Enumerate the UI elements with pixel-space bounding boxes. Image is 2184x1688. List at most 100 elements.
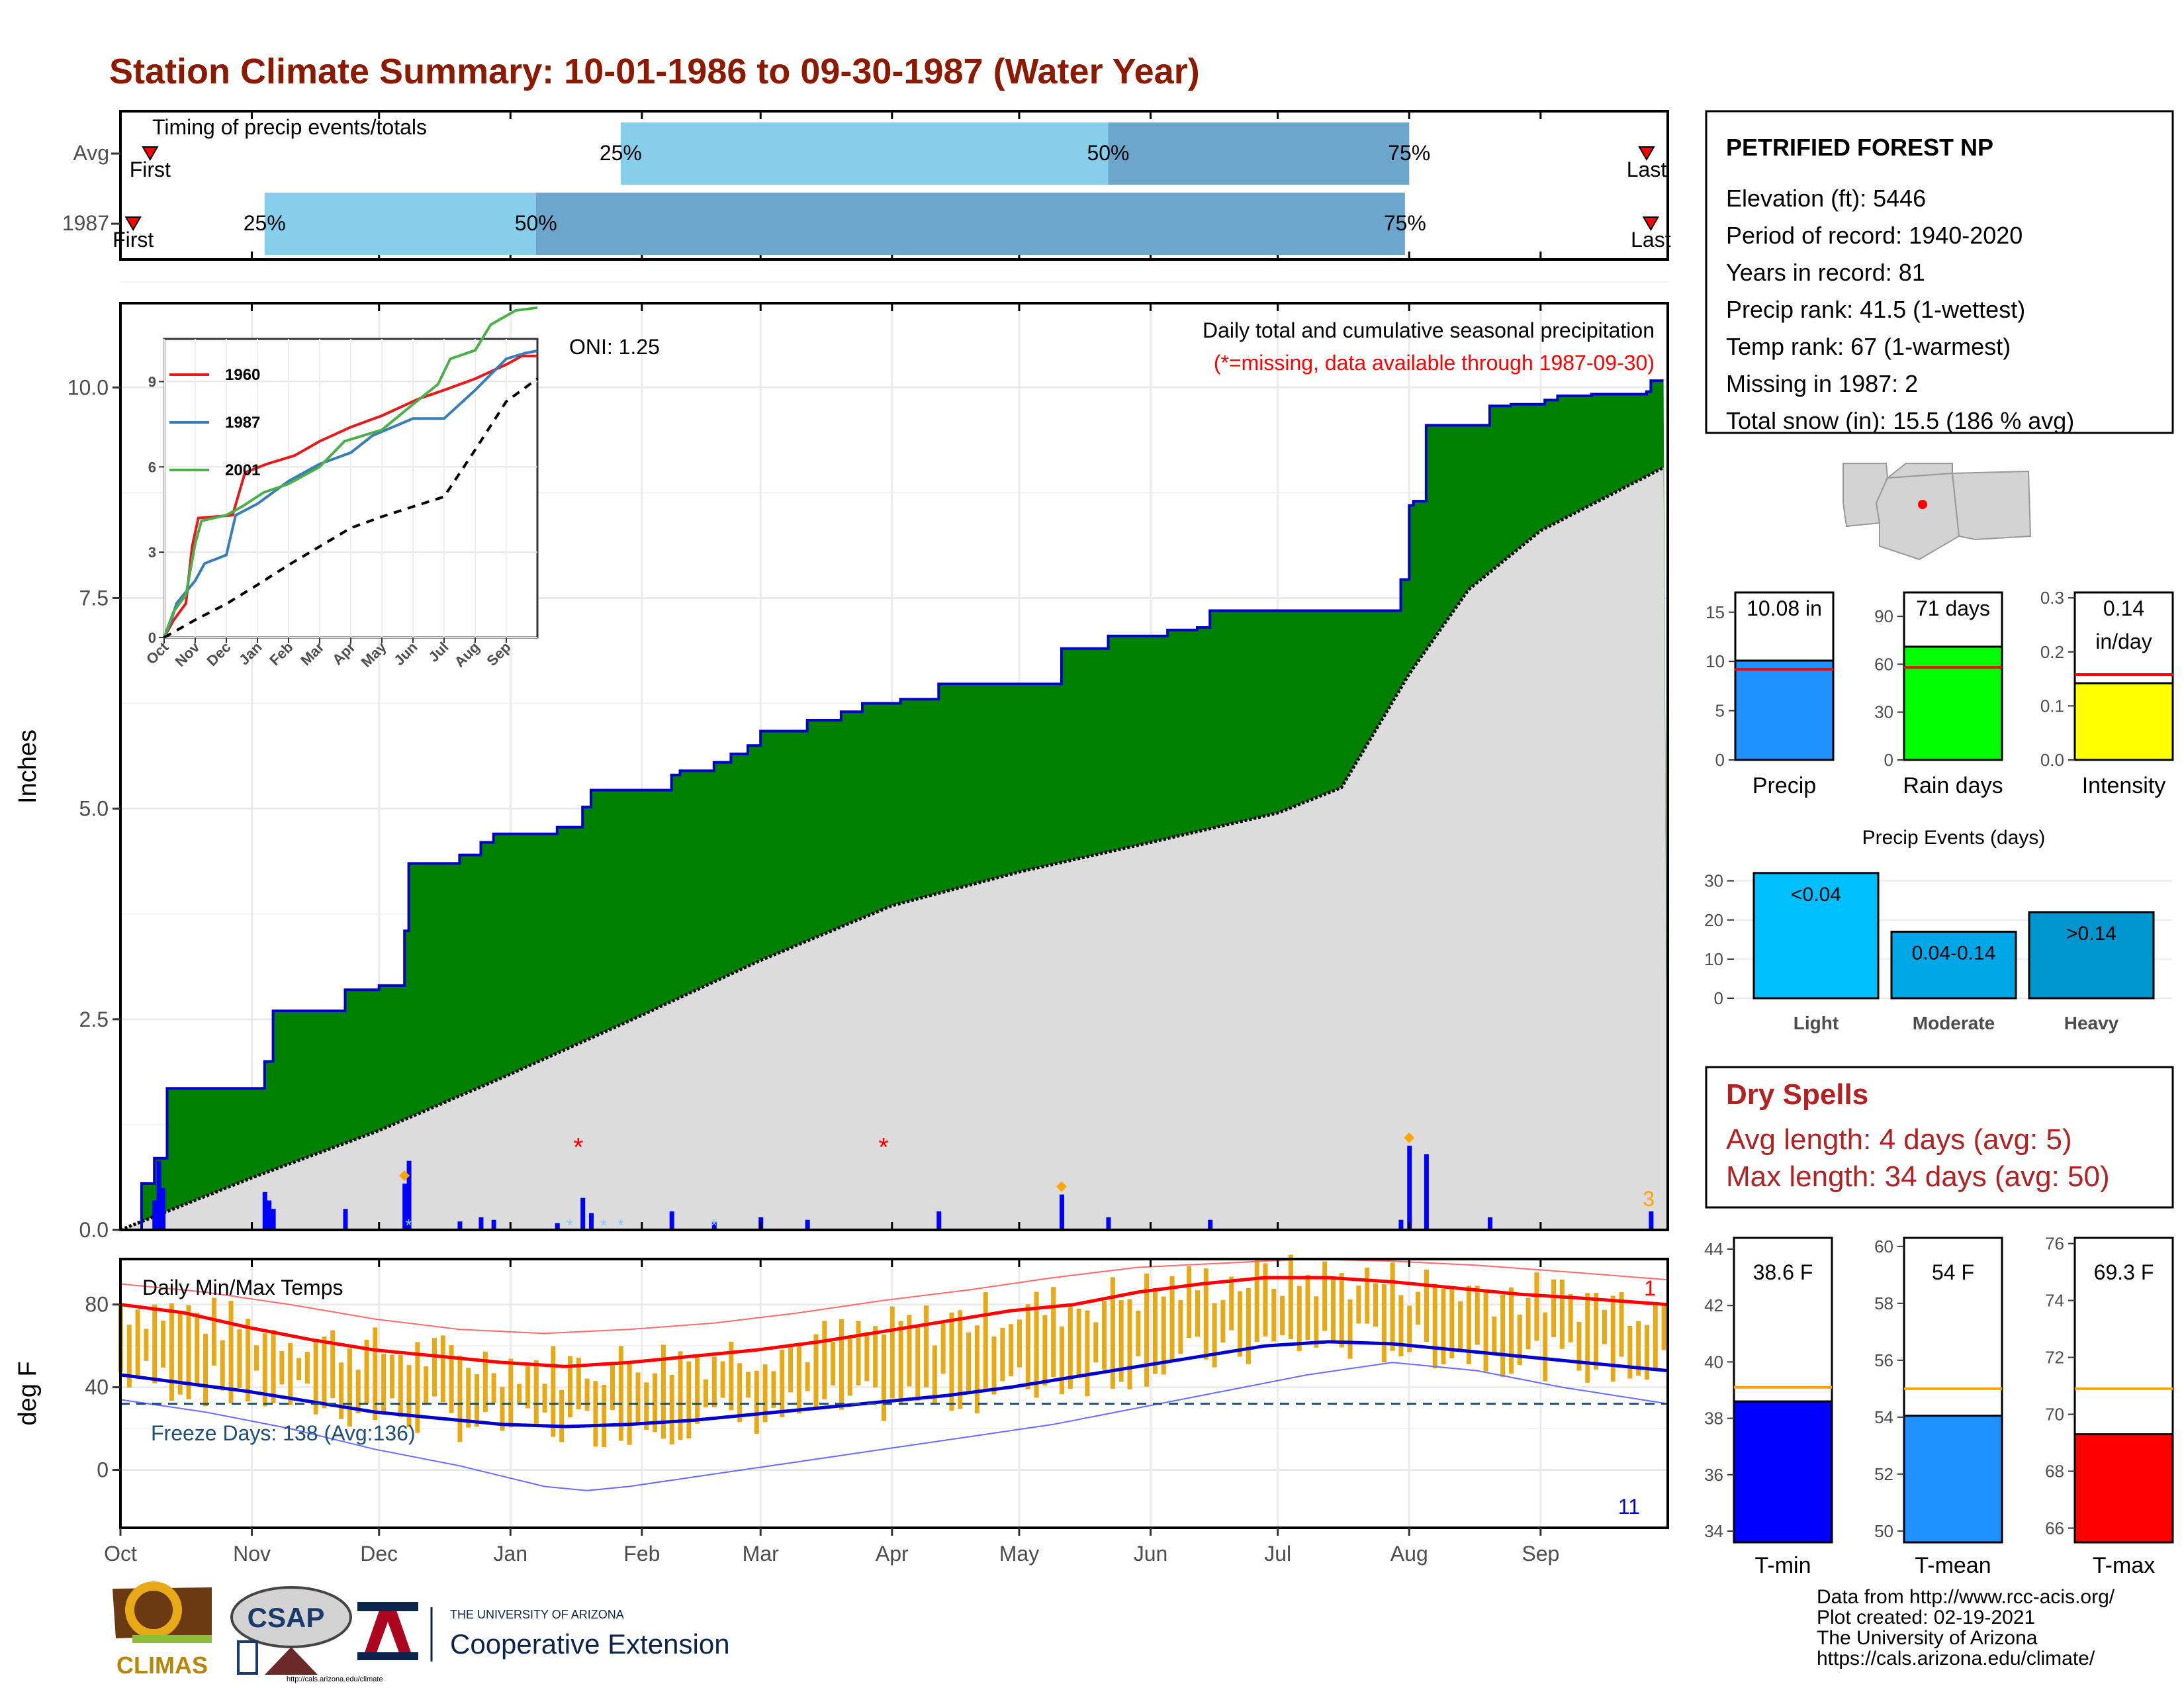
daily-temp-bar bbox=[958, 1310, 963, 1409]
timing-label: Timing of precip events/totals bbox=[152, 115, 427, 139]
daily-temp-bar bbox=[1152, 1288, 1158, 1374]
daily-temp-bar bbox=[1543, 1312, 1548, 1382]
daily-temp-bar bbox=[1068, 1305, 1073, 1389]
daily-temp-bar bbox=[576, 1358, 581, 1409]
temp-bar-ytick-label: 50 bbox=[1874, 1521, 1893, 1541]
daily-temp-bar bbox=[517, 1383, 522, 1403]
inset-series-avg bbox=[163, 377, 539, 639]
daily-temp-bar bbox=[1390, 1262, 1395, 1351]
inset-legend-label: 1960 bbox=[225, 366, 260, 384]
summary-bar-ytick-label: 0.0 bbox=[2040, 750, 2064, 770]
daily-temp-bar bbox=[915, 1325, 921, 1401]
daily-temp-bar bbox=[296, 1358, 302, 1381]
daily-precip-bar bbox=[1106, 1217, 1111, 1230]
daily-temp-bar bbox=[932, 1345, 937, 1403]
daily-temp-bar bbox=[1229, 1276, 1234, 1331]
month-label: Mar bbox=[743, 1542, 779, 1566]
daily-temp-bar bbox=[788, 1343, 794, 1393]
missing-marker: * bbox=[878, 1133, 889, 1162]
heavy-event-diamond bbox=[1404, 1132, 1415, 1143]
inset-legend-label: 2001 bbox=[225, 461, 260, 479]
daily-temp-bar bbox=[466, 1368, 471, 1428]
heavy-event-diamond bbox=[1056, 1181, 1068, 1192]
daily-temp-bar bbox=[211, 1297, 216, 1366]
daily-temp-bar bbox=[1085, 1310, 1090, 1397]
dry-spells-max: Max length: 34 days (avg: 50) bbox=[1726, 1160, 2110, 1193]
daily-temp-bar bbox=[508, 1358, 514, 1428]
first-label: First bbox=[130, 158, 171, 181]
daily-temp-bar bbox=[542, 1383, 547, 1413]
daily-temp-bar bbox=[1610, 1295, 1615, 1382]
map-region-newmexico bbox=[1951, 470, 2032, 541]
temp-ylabel: deg F bbox=[14, 1361, 42, 1425]
summary-bar-ytick-label: 15 bbox=[1706, 602, 1725, 622]
summary-bar-value-label: 10.08 in bbox=[1747, 596, 1822, 620]
events-ytick-label: 10 bbox=[1704, 949, 1723, 969]
map-region-north bbox=[1885, 463, 1953, 479]
daily-temp-bar bbox=[551, 1346, 556, 1437]
daily-temp-bar bbox=[1136, 1310, 1141, 1356]
event-bar-tag: <0.04 bbox=[1791, 884, 1841, 906]
temp-chart-title: Daily Min/Max Temps bbox=[142, 1276, 343, 1299]
footer-line: https://cals.arizona.edu/climate/ bbox=[1817, 1648, 2095, 1669]
daily-temp-bar bbox=[1441, 1288, 1446, 1365]
daily-temp-bar bbox=[1093, 1322, 1099, 1363]
daily-temp-bar bbox=[1322, 1261, 1328, 1331]
daily-precip-bar bbox=[478, 1217, 484, 1230]
temp-bar-ytick-label: 54 bbox=[1874, 1407, 1893, 1427]
daily-precip-bar bbox=[1487, 1217, 1492, 1230]
temp-bar-T-max bbox=[2073, 1433, 2174, 1544]
daily-temp-bar bbox=[262, 1333, 267, 1407]
daily-temp-bar bbox=[660, 1344, 666, 1439]
month-label: Jul bbox=[1264, 1542, 1291, 1566]
daily-temp-bar bbox=[1127, 1299, 1132, 1389]
daily-temp-bar bbox=[161, 1321, 166, 1368]
temp-count-bottom: 11 bbox=[1618, 1495, 1640, 1519]
month-label: Aug bbox=[1390, 1542, 1428, 1566]
daily-temp-bar bbox=[364, 1339, 369, 1404]
inset-series-1987 bbox=[163, 350, 538, 638]
daily-temp-bar bbox=[339, 1362, 344, 1419]
daily-temp-bar bbox=[703, 1379, 708, 1408]
daily-temp-bar bbox=[1314, 1296, 1319, 1348]
timing-bar-25-50 bbox=[620, 122, 1109, 185]
event-bar-Moderate bbox=[1890, 931, 2017, 1000]
daily-temp-bar bbox=[1254, 1257, 1259, 1342]
timing-pct50: 50% bbox=[1087, 141, 1129, 165]
daily-temp-bar bbox=[1602, 1309, 1607, 1344]
daily-temp-bar bbox=[831, 1341, 836, 1385]
daily-temp-bar bbox=[1195, 1290, 1200, 1337]
inset-ytick-label: 9 bbox=[148, 373, 156, 390]
daily-temp-bar bbox=[949, 1312, 954, 1411]
daily-temp-bar bbox=[1576, 1321, 1582, 1371]
daily-temp-bar bbox=[1373, 1283, 1379, 1327]
station-info-line: Missing in 1987: 2 bbox=[1726, 370, 1918, 397]
daily-temp-bar bbox=[822, 1321, 827, 1400]
freeze-days-label: Freeze Days: 138 (Avg:136) bbox=[151, 1421, 416, 1445]
temp-bar-ytick-label: 38 bbox=[1704, 1409, 1723, 1429]
daily-temp-bar bbox=[584, 1378, 590, 1411]
inset-ytick-label: 0 bbox=[148, 630, 156, 646]
daily-temp-bar bbox=[1042, 1315, 1048, 1385]
daily-temp-bar bbox=[1594, 1292, 1599, 1370]
daily-precip-bar bbox=[262, 1192, 267, 1230]
snow-marker: * bbox=[617, 1215, 624, 1235]
station-info-line: Elevation (ft): 5446 bbox=[1726, 185, 1926, 212]
daily-temp-bar bbox=[1449, 1288, 1455, 1358]
event-bar-Heavy bbox=[2028, 911, 2155, 1000]
temp-bar-label: T-max bbox=[2093, 1553, 2155, 1578]
temp-bar-ytick-label: 76 bbox=[2045, 1234, 2064, 1254]
daily-temp-bar bbox=[169, 1303, 174, 1401]
last-label: Last bbox=[1631, 228, 1671, 252]
last-label: Last bbox=[1627, 158, 1667, 181]
summary-bar-Precip bbox=[1734, 659, 1835, 761]
daily-temp-bar bbox=[1432, 1284, 1437, 1369]
temp-bar-label: T-min bbox=[1755, 1553, 1811, 1578]
temp-bar-ytick-label: 70 bbox=[2045, 1405, 2064, 1425]
climas-logo-band bbox=[132, 1635, 212, 1643]
daily-temp-bar bbox=[796, 1342, 801, 1414]
event-bar-tag: 0.04-0.14 bbox=[1912, 943, 1996, 964]
temp-bar-label: T-mean bbox=[1915, 1553, 1991, 1578]
avg-max-line bbox=[120, 1276, 1668, 1368]
daily-temp-bar bbox=[780, 1349, 785, 1417]
